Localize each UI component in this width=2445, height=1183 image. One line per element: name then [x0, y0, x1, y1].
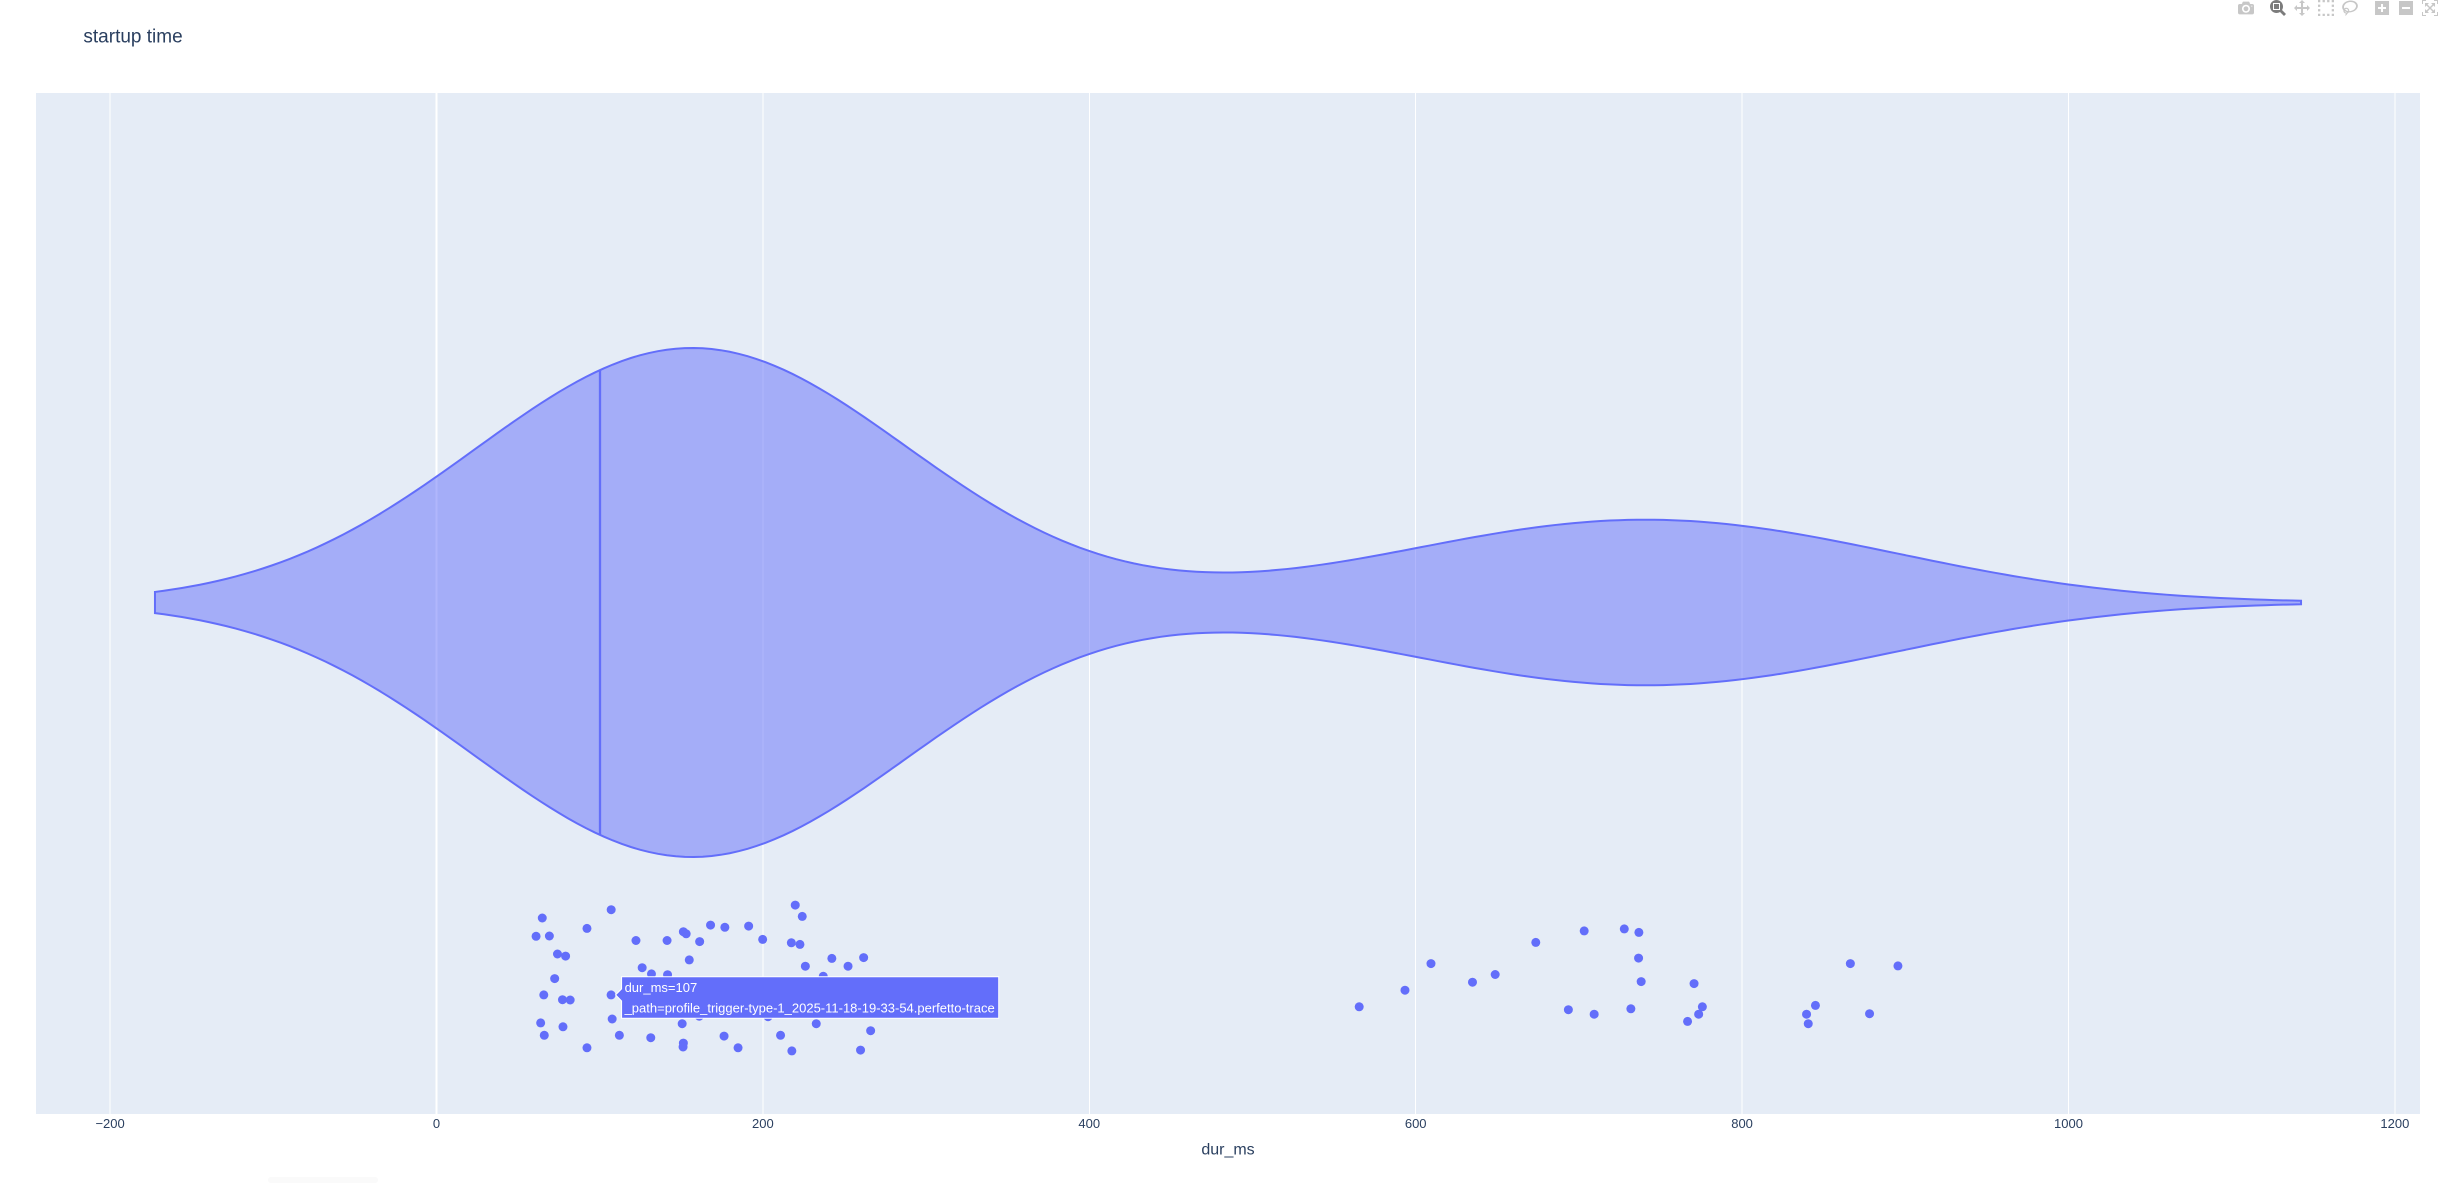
svg-text:startup time: startup time — [83, 27, 182, 48]
svg-text:dur_ms: dur_ms — [1201, 1142, 1254, 1159]
